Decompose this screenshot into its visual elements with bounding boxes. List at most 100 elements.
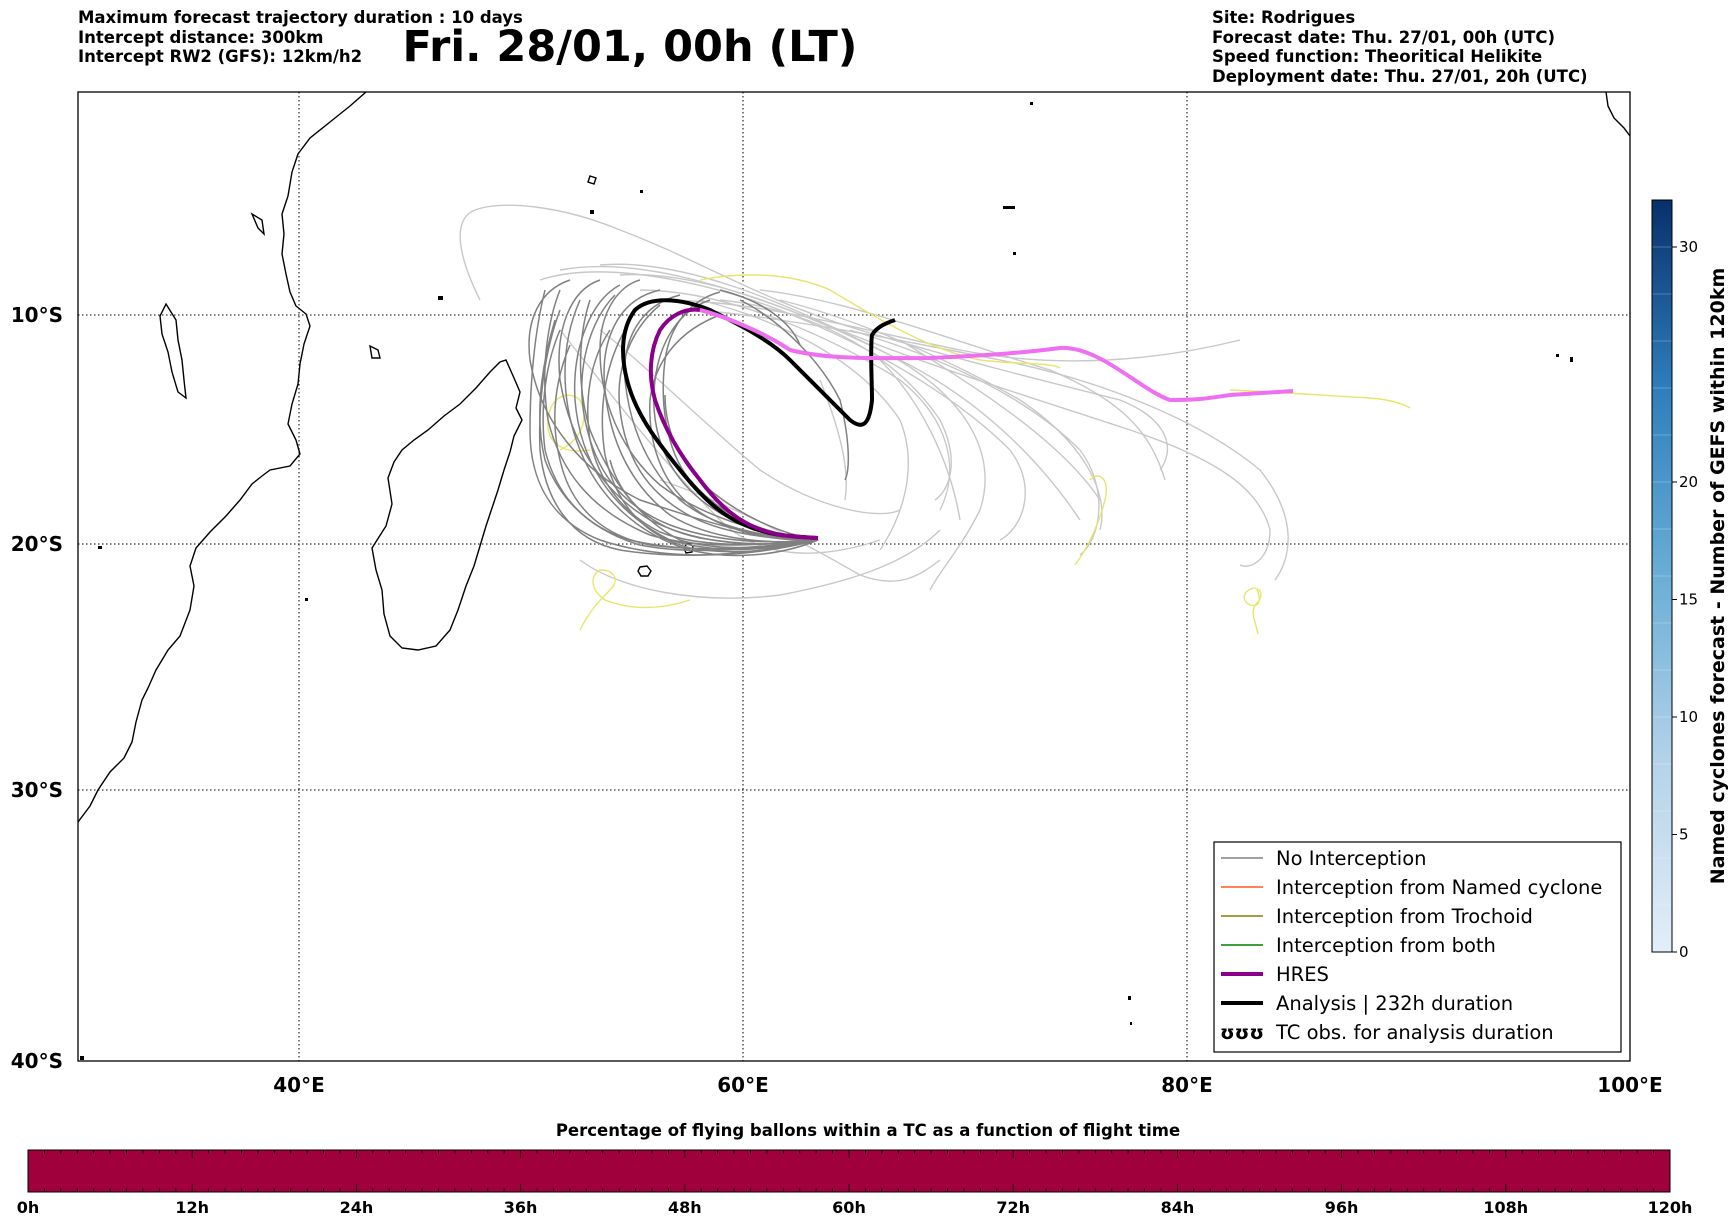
speed-function-text: Speed function: Theoritical Helikite — [1212, 47, 1543, 66]
reunion-coastline — [637, 565, 652, 577]
light-track — [599, 329, 901, 515]
light-track — [759, 289, 1166, 481]
colorbar: 0 5 10 15 20 30 Named cyclones forecast - Num… — [1651, 199, 1729, 961]
latitude-label: 40°S — [11, 1049, 63, 1073]
no-interception-track — [719, 289, 801, 346]
latitude-label: 30°S — [11, 778, 63, 802]
intercept-distance-text: Intercept distance: 300km — [78, 27, 324, 47]
island-dot — [98, 546, 102, 549]
no-interception-track — [587, 329, 819, 546]
legend-items: No Interception Interception from Named c… — [1220, 847, 1602, 1044]
no-interception-track — [649, 314, 819, 541]
island-dot — [1570, 357, 1573, 362]
no-interception-track — [601, 329, 819, 553]
hres-track-purple — [648, 307, 819, 540]
yellow-track — [1074, 475, 1107, 566]
timeline-tick-label: 24h — [340, 1198, 374, 1217]
madagascar-coastline — [371, 359, 523, 651]
colorbar-tick-label: 10 — [1679, 708, 1698, 726]
timeline-minor-ticks — [27, 1150, 1671, 1192]
small-islands — [80, 102, 1573, 1060]
legend-label: TC obs. for analysis duration — [1275, 1021, 1554, 1044]
hres-track-pink — [699, 308, 1294, 402]
light-track — [559, 265, 1271, 567]
legend: No Interception Interception from Named c… — [1213, 841, 1622, 1053]
forecast-date-text: Forecast date: Thu. 27/01, 00h (UTC) — [1212, 27, 1556, 47]
lake-malawi-coastline — [159, 302, 187, 400]
no-interception-tracks — [528, 279, 850, 557]
yellow-track — [1243, 587, 1262, 635]
no-interception-track — [623, 294, 819, 541]
island-dot — [80, 1056, 84, 1060]
island-dot — [1130, 1022, 1132, 1025]
graticule — [78, 92, 1630, 1061]
coastlines — [78, 92, 1630, 823]
colorbar-tick-label: 20 — [1679, 473, 1698, 491]
no-interception-track — [609, 459, 819, 545]
sri-lanka-coastline — [1605, 92, 1630, 137]
yellow-track — [547, 394, 591, 452]
timeline-tick-label: 108h — [1483, 1198, 1528, 1217]
no-interception-track — [739, 299, 850, 481]
map-title: Fri. 28/01, 00h (LT) — [402, 22, 858, 72]
colorbar-frame — [1651, 199, 1673, 953]
timeline-tick-label: 96h — [1325, 1198, 1359, 1217]
timeline-tick-labels: 0h 12h 24h 36h 48h 60h 72h 84h 96h 108h 120h — [17, 1198, 1693, 1217]
tc-obs-symbol: ʊʊʊ — [1220, 1022, 1264, 1044]
colorbar-title: Named cyclones forecast - Number of GEFS… — [1707, 268, 1729, 885]
timeline-tick-label: 0h — [17, 1198, 40, 1217]
island-dot — [590, 210, 594, 214]
timeline-title: Percentage of flying ballons within a TC… — [556, 1121, 1180, 1140]
colorbar-fill — [1652, 200, 1672, 952]
timeline-tick-label: 36h — [504, 1198, 538, 1217]
island-dot — [1556, 354, 1559, 357]
timeline-tick-label: 84h — [1161, 1198, 1195, 1217]
island-dot — [1030, 102, 1033, 105]
flight-time-timeline: Percentage of flying ballons within a TC… — [17, 1121, 1693, 1217]
timeline-tick-label: 48h — [668, 1198, 702, 1217]
legend-label: Analysis | 232h duration — [1276, 992, 1513, 1015]
intercept-rw2-text: Intercept RW2 (GFS): 12km/h2 — [78, 47, 363, 66]
colorbar-tick-label: 15 — [1679, 591, 1698, 609]
longitude-label: 80°E — [1161, 1073, 1213, 1097]
deployment-date-text: Deployment date: Thu. 27/01, 20h (UTC) — [1212, 66, 1588, 86]
light-gray-tracks — [459, 204, 1289, 599]
light-track — [459, 204, 1169, 471]
colorbar-tick-label: 5 — [1679, 826, 1689, 844]
latitude-labels: 10°S 20°S 30°S 40°S — [11, 303, 63, 1073]
light-track — [579, 529, 941, 599]
colorbar-tick-label: 30 — [1679, 238, 1698, 256]
light-track — [879, 359, 961, 521]
light-track — [639, 289, 951, 511]
header-right-info: Site: Rodrigues Forecast date: Thu. 27/0… — [1212, 8, 1588, 86]
timeline-tick-label: 60h — [832, 1198, 866, 1217]
timeline-tick-label: 120h — [1648, 1198, 1693, 1217]
legend-frame — [1213, 841, 1622, 1053]
longitude-label: 40°E — [273, 1073, 325, 1097]
header-left-info: Maximum forecast trajectory duration : 1… — [78, 8, 523, 67]
island-dot — [1003, 206, 1015, 209]
island-dot — [438, 296, 443, 300]
yellow-track — [699, 274, 1061, 369]
latitude-label: 20°S — [11, 532, 63, 556]
legend-label: HRES — [1276, 963, 1329, 986]
no-interception-track — [529, 289, 819, 556]
latitude-label: 10°S — [11, 303, 63, 327]
timeline-tick-label: 12h — [175, 1198, 209, 1217]
legend-label: Interception from both — [1276, 934, 1496, 957]
colorbar-tick-label: 0 — [1679, 943, 1689, 961]
no-interception-track — [618, 304, 819, 541]
max-duration-text: Maximum forecast trajectory duration : 1… — [78, 8, 523, 27]
longitude-label: 60°E — [717, 1073, 769, 1097]
africa-coastline — [78, 92, 367, 823]
map-frame — [77, 91, 1631, 1062]
light-track — [699, 309, 1289, 581]
light-track — [699, 299, 909, 551]
legend-label: Interception from Named cyclone — [1276, 876, 1602, 899]
map-content — [78, 92, 1630, 1060]
colorbar-ticks: 0 5 10 15 20 30 — [1672, 238, 1698, 961]
comoros-coastline — [369, 344, 381, 359]
seychelles-coastline — [587, 175, 597, 185]
yellow-track — [579, 569, 691, 631]
